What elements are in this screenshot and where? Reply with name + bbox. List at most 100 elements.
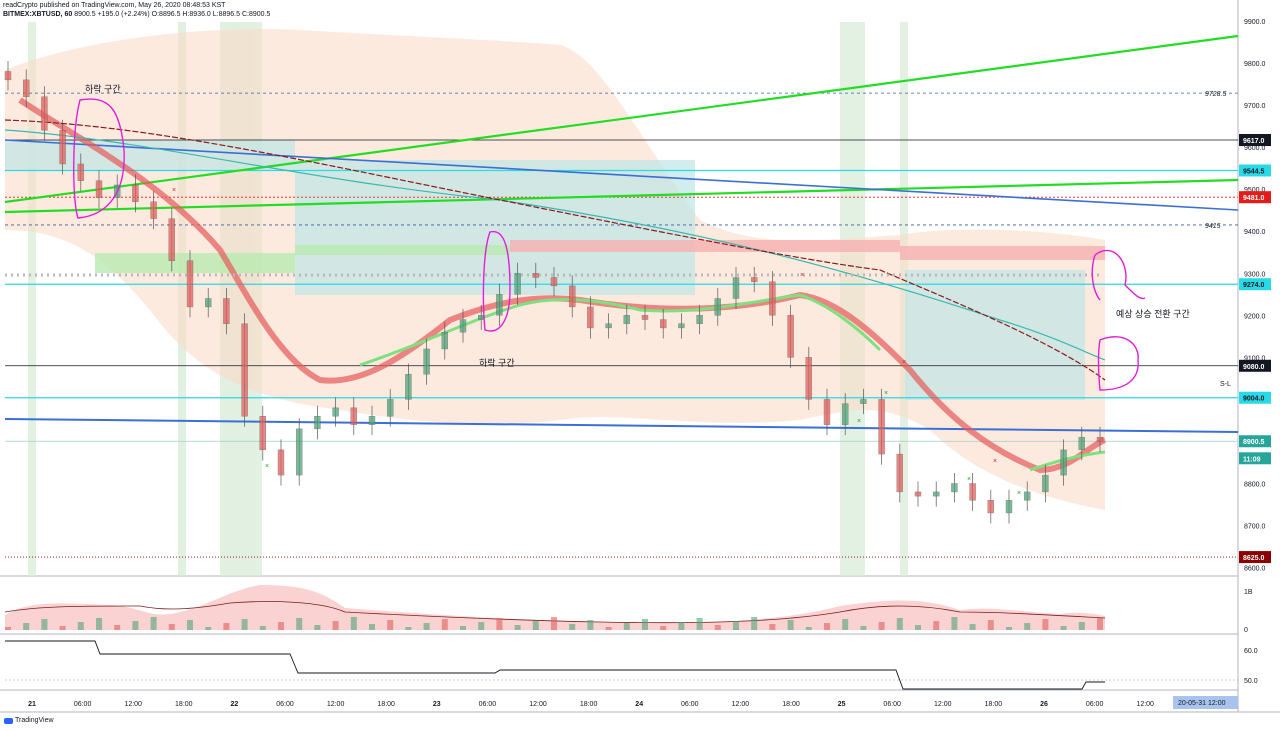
volume-bar: [678, 622, 685, 630]
candle-body: [641, 315, 649, 320]
tradingview-icon: [4, 717, 13, 724]
time-tick-22: 12:00: [1136, 701, 1154, 708]
volume-bar: [987, 620, 994, 630]
candle-body: [1078, 437, 1086, 451]
svg-text:×: ×: [265, 463, 269, 470]
volume-bar: [132, 621, 139, 630]
volume-bar: [423, 623, 430, 630]
ohlc-values: O:8896.5 H:8936.0 L:8896.5 C:8900.5: [151, 11, 271, 18]
candle-body: [514, 273, 521, 295]
candle-body: [259, 416, 266, 451]
volume-bar: [259, 626, 266, 630]
candle-body: [204, 298, 212, 308]
volume-bar: [714, 625, 721, 630]
price-label-box-8: [1239, 435, 1271, 448]
candle-body: [405, 373, 412, 400]
volume-bar: [150, 617, 157, 630]
annotation-text-2: 하락 구간: [479, 357, 515, 368]
time-tick-3: 18:00: [175, 701, 193, 708]
candle-body: [769, 281, 776, 316]
candle-body: [4, 71, 12, 81]
volume-bar: [860, 626, 867, 630]
time-tick-2: 12:00: [124, 701, 142, 708]
volume-bar: [5, 627, 11, 630]
annotation-text-3: 예상 상승 전환 구간: [1116, 308, 1190, 319]
candle-body: [914, 491, 922, 497]
price-tick-9100: 9100.0: [1244, 355, 1266, 362]
price-tick-9600: 9600.0: [1244, 145, 1266, 152]
brand-label: TradingView: [15, 717, 54, 724]
volume-bar: [59, 626, 66, 630]
svg-text:×: ×: [1017, 490, 1021, 497]
volume-ma-area: [5, 585, 1105, 630]
candle-body: [896, 453, 903, 493]
price-label-box-7: [1239, 391, 1271, 404]
price-label-box-5: [1239, 278, 1271, 291]
price-label-7: 9004.0: [1243, 396, 1265, 403]
candle-body: [569, 285, 576, 308]
candle-body: [459, 319, 467, 333]
time-axis[interactable]: 21 06:00 12:00 18:00 22 06:00 12:00 18:00 23 06:0…: [28, 701, 1154, 708]
time-tick-10: 12:00: [529, 701, 547, 708]
price-label-box-10: [1239, 551, 1271, 564]
tradingview-logo[interactable]: TradingView: [4, 717, 54, 724]
volume-bar: [405, 627, 412, 630]
annotation-bracket-2: [482, 230, 511, 332]
volume-bar: [314, 625, 321, 630]
candle-body: [550, 277, 558, 287]
volume-bar: [896, 618, 903, 630]
trend-lines: [4, 34, 1239, 433]
time-cursor-box: [1173, 696, 1238, 709]
candle-body: [751, 277, 758, 282]
sl-label: S-L: [1220, 381, 1231, 388]
volume-bar: [878, 622, 885, 630]
volume-bar: [951, 617, 958, 630]
price-label-9: 11:09: [1243, 456, 1261, 463]
candle-body: [441, 331, 448, 350]
candles: [4, 60, 1104, 524]
candle-body: [878, 399, 885, 455]
time-cursor-label: 20-05-31 12:00: [1178, 700, 1226, 707]
candle-body: [605, 323, 612, 329]
candle-body: [805, 357, 812, 400]
volume-bar: [478, 622, 485, 630]
price-label-box-3: [1239, 191, 1271, 204]
candle-body: [623, 315, 630, 324]
indicator-pane: 60.0 50.0: [5, 640, 1258, 690]
annotation-bracket-1: [73, 98, 125, 219]
teal-ma-line: [4, 129, 1106, 361]
price-tick-9800: 9800.0: [1244, 61, 1266, 68]
price-label-3: 9481.0: [1243, 195, 1265, 202]
darkred-ma-line: [4, 119, 1106, 381]
candle-body: [223, 298, 230, 324]
colored-zones: [95, 240, 1105, 273]
time-tick-4: 22: [231, 701, 239, 708]
volume-bar: [751, 617, 758, 630]
volume-bar: [696, 618, 703, 630]
svg-text:×: ×: [967, 476, 971, 483]
candle-body: [714, 298, 721, 316]
volume-bar: [551, 617, 557, 630]
candle-body: [41, 96, 48, 131]
time-tick-13: 06:00: [681, 701, 699, 708]
candle-body: [823, 399, 831, 425]
candle-body: [95, 180, 103, 198]
price-label-box-9: [1239, 452, 1271, 465]
candle-body: [787, 315, 794, 358]
volume-bar: [842, 619, 849, 630]
time-tick-15: 18:00: [782, 701, 800, 708]
candle-body: [933, 491, 940, 497]
volume-pane: 1B 0: [4, 585, 1253, 634]
candle-body: [186, 260, 194, 308]
candle-body: [132, 184, 139, 203]
volume-bar: [1042, 619, 1049, 630]
volume-bar: [605, 627, 612, 630]
candle-body: [496, 294, 503, 316]
candle-body: [332, 407, 339, 417]
last-price: 8900.5: [74, 11, 96, 18]
blue-trendline-upper: [4, 139, 1239, 211]
volume-bar: [350, 617, 357, 630]
price-label-4: 9415: [1205, 223, 1221, 230]
volume-bar: [969, 624, 976, 630]
